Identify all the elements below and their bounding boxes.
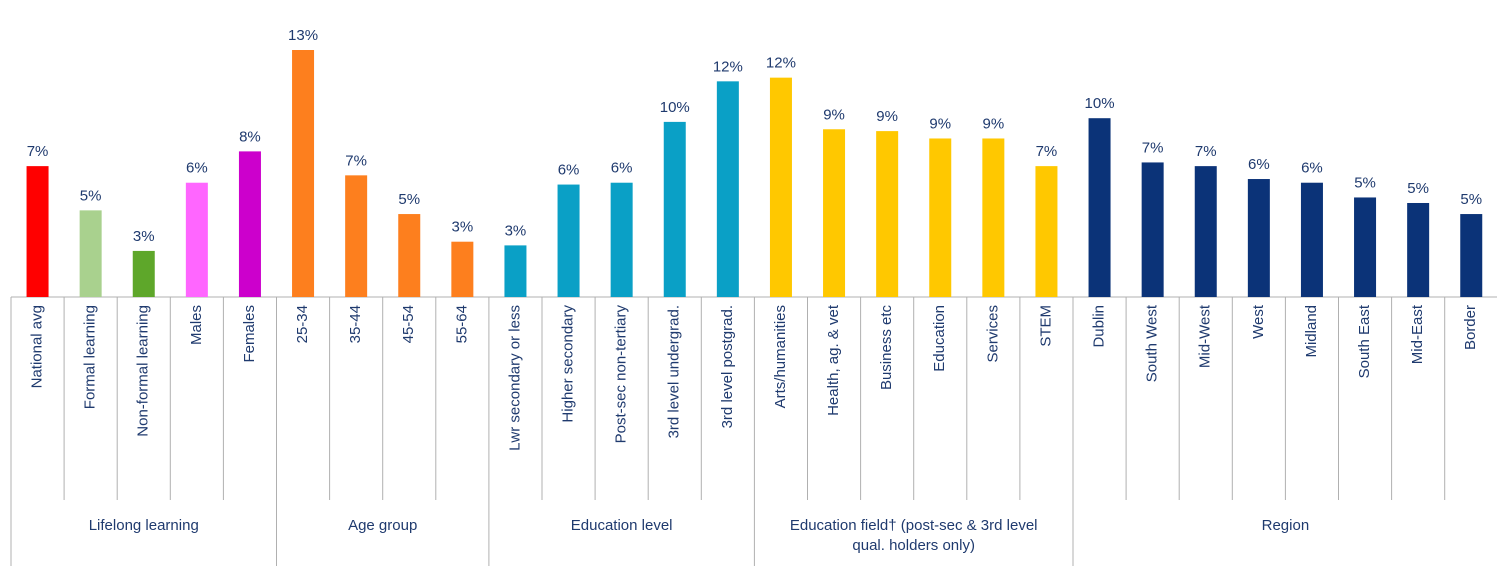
x-tick-label: Mid-West [1197,304,1214,368]
value-label: 9% [983,115,1005,132]
bar [1247,179,1270,297]
bar [876,131,899,297]
bar [1460,214,1483,297]
x-tick-label: Border [1462,305,1479,350]
value-label: 3% [505,222,527,239]
value-label: 8% [239,128,261,145]
bar [557,184,580,297]
x-tick-label: Mid-East [1409,304,1426,364]
bar [610,182,633,297]
bar [398,214,421,297]
bar [663,121,686,297]
x-tick-label: Males [188,305,205,345]
x-tick-label: 45-54 [400,305,417,343]
x-tick-label: Services [984,305,1001,363]
bar [982,138,1005,297]
group-label-box: Age group [348,517,418,534]
bar [504,245,527,297]
bar [1354,197,1377,297]
x-tick-label: Post-sec non-tertiary [613,305,630,444]
group-label-box: Region [1261,517,1310,534]
bar [451,241,474,297]
group-label: Region [1261,517,1310,534]
x-tick-label: Education [931,305,948,372]
value-label: 5% [1407,180,1429,197]
bar [769,77,792,297]
value-label: 7% [27,143,49,160]
bar [1194,166,1217,297]
value-label: 5% [398,191,420,208]
value-label: 13% [288,27,318,44]
x-tick-label: 25-34 [294,305,311,343]
x-tick-label: 55-64 [453,305,470,343]
value-label: 5% [80,187,102,204]
x-tick-label: 3rd level postgrad. [719,305,736,428]
value-label: 10% [660,99,690,116]
value-label: 6% [186,160,208,177]
group-label: Lifelong learning [88,517,199,534]
value-label: 5% [1354,174,1376,191]
bar [345,175,368,297]
x-tick-label: 3rd level undergrad. [666,305,683,438]
x-tick-label: Health, ag. & vet [825,304,842,416]
bar [1407,202,1430,297]
x-tick-label: South East [1356,304,1373,378]
bar [1035,166,1058,297]
group-label: Education level [570,517,673,534]
bar [716,81,739,298]
value-label: 9% [876,108,898,125]
value-label: 3% [133,228,155,245]
bar [185,182,208,297]
bar [238,151,261,297]
group-label-box: Education field† (post-sec & 3rd level q… [789,517,1038,554]
value-label: 12% [766,55,796,72]
bar [1088,118,1111,297]
value-label: 6% [611,160,633,177]
x-tick-label: South West [1144,304,1161,382]
value-label: 5% [1460,191,1482,208]
x-tick-label: National avg [29,305,46,388]
group-label: Age group [348,517,418,534]
value-label: 10% [1085,95,1115,112]
x-tick-label: Higher secondary [560,305,577,423]
x-tick-label: 35-44 [347,305,364,343]
group-label-box: Education level [570,517,673,534]
value-label: 7% [345,152,367,169]
x-tick-label: STEM [1037,305,1054,347]
x-tick-label: Lwr secondary or less [506,305,523,451]
x-tick-label: Midland [1303,305,1320,358]
value-label: 9% [929,115,951,132]
group-label-box: Lifelong learning [88,517,199,534]
bar [1300,182,1323,297]
value-label: 7% [1195,143,1217,160]
bar [79,210,102,297]
bar [929,138,952,297]
value-label: 3% [452,219,474,236]
x-tick-label: Formal learning [82,305,99,409]
bar [26,166,49,297]
value-label: 7% [1142,139,1164,156]
x-tick-label: Dublin [1091,305,1108,348]
bar [823,129,846,297]
bar [132,250,155,297]
bar [1141,162,1164,297]
x-tick-label: Arts/humanities [772,305,789,408]
value-label: 6% [1301,160,1323,177]
value-label: 7% [1036,143,1058,160]
x-tick-label: West [1250,304,1267,339]
x-tick-label: Females [241,305,258,363]
value-label: 9% [823,106,845,123]
group-label: Education field† (post-sec & 3rd level q… [789,517,1038,554]
value-label: 12% [713,58,743,75]
value-label: 6% [1248,156,1270,173]
x-tick-label: Business etc [878,305,895,391]
bar [292,50,315,297]
value-label: 6% [558,162,580,179]
x-tick-label: Non-formal learning [135,305,152,437]
